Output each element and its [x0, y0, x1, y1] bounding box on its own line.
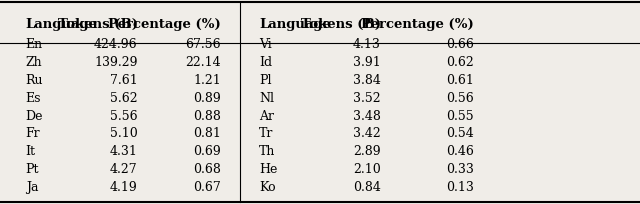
Text: Language: Language — [26, 18, 97, 31]
Text: Th: Th — [259, 145, 276, 158]
Text: 0.88: 0.88 — [193, 110, 221, 123]
Text: Zh: Zh — [26, 56, 42, 69]
Text: Vi: Vi — [259, 38, 272, 51]
Text: 0.66: 0.66 — [445, 38, 474, 51]
Text: 0.55: 0.55 — [446, 110, 474, 123]
Text: 0.54: 0.54 — [446, 128, 474, 141]
Text: 0.89: 0.89 — [193, 92, 221, 105]
Text: 4.27: 4.27 — [110, 163, 138, 176]
Text: He: He — [259, 163, 278, 176]
Text: 3.52: 3.52 — [353, 92, 381, 105]
Text: 2.10: 2.10 — [353, 163, 381, 176]
Text: 3.42: 3.42 — [353, 128, 381, 141]
Text: 0.84: 0.84 — [353, 181, 381, 194]
Text: Nl: Nl — [259, 92, 274, 105]
Text: Language: Language — [259, 18, 331, 31]
Text: 3.48: 3.48 — [353, 110, 381, 123]
Text: 3.91: 3.91 — [353, 56, 381, 69]
Text: 4.19: 4.19 — [110, 181, 138, 194]
Text: 139.29: 139.29 — [94, 56, 138, 69]
Text: Tr: Tr — [259, 128, 273, 141]
Text: 0.46: 0.46 — [445, 145, 474, 158]
Text: Tokens (B): Tokens (B) — [58, 18, 138, 31]
Text: Percentage (%): Percentage (%) — [108, 18, 221, 31]
Text: 0.67: 0.67 — [193, 181, 221, 194]
Text: 5.62: 5.62 — [110, 92, 138, 105]
Text: Id: Id — [259, 56, 273, 69]
Text: De: De — [26, 110, 43, 123]
Text: 4.31: 4.31 — [109, 145, 138, 158]
Text: 67.56: 67.56 — [185, 38, 221, 51]
Text: Pl: Pl — [259, 74, 272, 87]
Text: 0.13: 0.13 — [445, 181, 474, 194]
Text: Ar: Ar — [259, 110, 274, 123]
Text: 0.56: 0.56 — [446, 92, 474, 105]
Text: Percentage (%): Percentage (%) — [361, 18, 474, 31]
Text: Ko: Ko — [259, 181, 276, 194]
Text: 4.13: 4.13 — [353, 38, 381, 51]
Text: En: En — [26, 38, 43, 51]
Text: 5.10: 5.10 — [110, 128, 138, 141]
Text: 1.21: 1.21 — [193, 74, 221, 87]
Text: 0.81: 0.81 — [193, 128, 221, 141]
Text: 424.96: 424.96 — [94, 38, 138, 51]
Text: 2.89: 2.89 — [353, 145, 381, 158]
Text: 7.61: 7.61 — [110, 74, 138, 87]
Text: 3.84: 3.84 — [353, 74, 381, 87]
Text: 0.68: 0.68 — [193, 163, 221, 176]
Text: Fr: Fr — [26, 128, 40, 141]
Text: Pt: Pt — [26, 163, 39, 176]
Text: 0.62: 0.62 — [446, 56, 474, 69]
Text: It: It — [26, 145, 36, 158]
Text: 5.56: 5.56 — [110, 110, 138, 123]
Text: Ru: Ru — [26, 74, 43, 87]
Text: Ja: Ja — [26, 181, 38, 194]
Text: Tokens (B): Tokens (B) — [301, 18, 381, 31]
Text: 0.69: 0.69 — [193, 145, 221, 158]
Text: 0.33: 0.33 — [445, 163, 474, 176]
Text: Es: Es — [26, 92, 41, 105]
Text: 22.14: 22.14 — [185, 56, 221, 69]
Text: 0.61: 0.61 — [445, 74, 474, 87]
